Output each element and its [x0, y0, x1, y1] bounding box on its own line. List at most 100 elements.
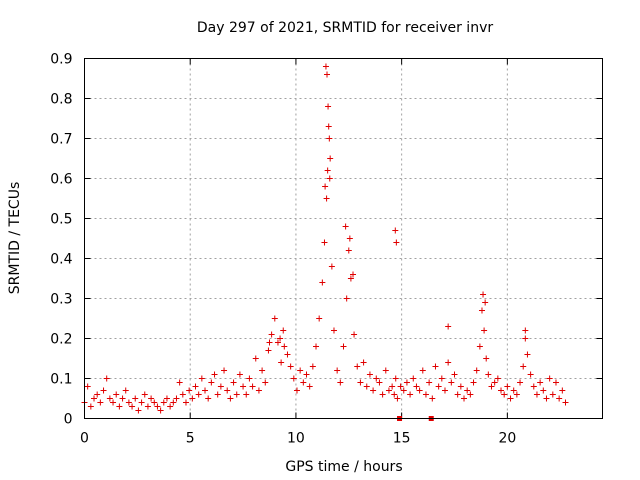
- data-point: [382, 367, 389, 374]
- data-point: [325, 123, 332, 130]
- data-point: [504, 383, 511, 390]
- data-point: [485, 371, 492, 378]
- data-point: [457, 383, 464, 390]
- x-tick-label: 5: [186, 431, 195, 447]
- plot-frame: [84, 58, 603, 419]
- data-point: [351, 331, 358, 338]
- data-point: [543, 395, 550, 402]
- data-point: [113, 391, 120, 398]
- data-point: [214, 391, 221, 398]
- data-point: [138, 399, 145, 406]
- axis-ticks: 0 0.1 0.2 0.3 0.4 0.5 0.6 0.7 0.8 0.9 0 5 10 15 20: [50, 52, 603, 447]
- data-point: [481, 327, 488, 334]
- data-point: [322, 183, 329, 190]
- data-point: [410, 375, 417, 382]
- data-point: [217, 383, 224, 390]
- data-point: [303, 371, 310, 378]
- data-point: [522, 335, 529, 342]
- data-point: [520, 363, 527, 370]
- data-point: [290, 375, 297, 382]
- data-point: [91, 395, 98, 402]
- data-point: [309, 363, 316, 370]
- data-point: [157, 407, 164, 414]
- data-point: [110, 399, 117, 406]
- data-point: [527, 371, 534, 378]
- data-point: [119, 395, 126, 402]
- data-point: [324, 71, 331, 78]
- data-point: [280, 327, 287, 334]
- data-point: [135, 407, 142, 414]
- y-tick-label: 0.6: [50, 172, 72, 188]
- y-tick-label: 0.2: [50, 332, 72, 348]
- data-point: [173, 395, 180, 402]
- data-point: [240, 383, 247, 390]
- data-point: [326, 135, 333, 142]
- data-point: [281, 343, 288, 350]
- data-point: [533, 391, 540, 398]
- data-point: [397, 383, 404, 390]
- data-point: [501, 391, 508, 398]
- data-point: [230, 379, 237, 386]
- data-point: [125, 399, 132, 406]
- data-point: [483, 355, 490, 362]
- data-point: [186, 387, 193, 394]
- data-point: [562, 399, 569, 406]
- data-point: [300, 379, 307, 386]
- y-tick-label: 0.9: [50, 52, 72, 68]
- chart-title: Day 297 of 2021, SRMTID for receiver inv…: [197, 20, 493, 36]
- data-point: [221, 367, 228, 374]
- data-point: [438, 375, 445, 382]
- data-point: [274, 339, 281, 346]
- data-point: [189, 395, 196, 402]
- data-point: [345, 247, 352, 254]
- data-point: [407, 391, 414, 398]
- data-point: [243, 391, 250, 398]
- data-point: [148, 395, 155, 402]
- data-point: [342, 223, 349, 230]
- data-point: [233, 391, 240, 398]
- data-point: [445, 359, 452, 366]
- data-point: [473, 367, 480, 374]
- data-point: [176, 379, 183, 386]
- data-point: [360, 359, 367, 366]
- data-point: [559, 387, 566, 394]
- data-point: [211, 371, 218, 378]
- data-point: [517, 379, 524, 386]
- data-point: [556, 395, 563, 402]
- data-point: [97, 399, 104, 406]
- data-point: [400, 387, 407, 394]
- x-tick-label: 15: [393, 431, 411, 447]
- data-point: [366, 371, 373, 378]
- data-point: [494, 375, 501, 382]
- data-point: [451, 371, 458, 378]
- data-point: [262, 379, 269, 386]
- data-point: [549, 391, 556, 398]
- data-point: [132, 395, 139, 402]
- data-point: [84, 383, 91, 390]
- y-tick-label: 0.8: [50, 92, 72, 108]
- y-tick-label: 0.7: [50, 132, 72, 148]
- data-point: [461, 395, 468, 402]
- data-point: [522, 327, 529, 334]
- data-point: [340, 343, 347, 350]
- x-axis-label: GPS time / hours: [285, 459, 402, 475]
- data-point: [454, 391, 461, 398]
- data-point: [227, 395, 234, 402]
- data-point: [370, 387, 377, 394]
- data-point: [179, 391, 186, 398]
- data-point: [435, 383, 442, 390]
- data-point: [325, 103, 332, 110]
- data-point: [259, 367, 266, 374]
- data-point: [151, 399, 158, 406]
- data-point: [316, 315, 323, 322]
- data-point: [343, 295, 350, 302]
- data-point: [376, 379, 383, 386]
- data-point: [265, 347, 272, 354]
- data-point: [106, 395, 113, 402]
- data-point: [321, 239, 328, 246]
- data-point: [393, 239, 400, 246]
- data-point: [530, 383, 537, 390]
- data-point: [480, 291, 487, 298]
